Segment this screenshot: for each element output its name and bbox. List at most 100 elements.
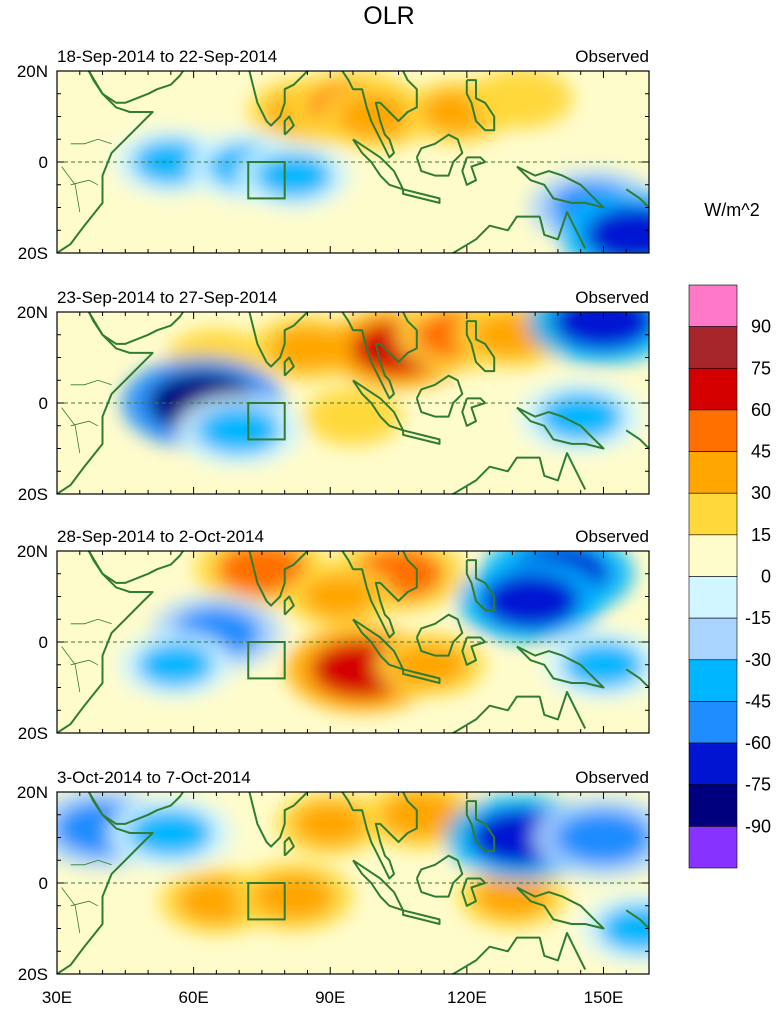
colorbar-swatch: [688, 701, 738, 744]
x-tick-label: 120E: [447, 988, 487, 1007]
coastline-srilanka: [283, 836, 295, 857]
coastline-sulawesi: [461, 877, 487, 907]
country-border: [61, 646, 81, 693]
panel-period: 18-Sep-2014 to 22-Sep-2014: [57, 47, 277, 66]
x-tick-label: 60E: [178, 988, 208, 1007]
country-border: [70, 420, 99, 427]
target-region-box: [247, 641, 286, 680]
coastline-arabia: [88, 792, 185, 825]
coastline-java: [402, 188, 441, 204]
country-border: [70, 379, 112, 386]
colorbar-tick-label: 0: [761, 567, 771, 587]
anomaly-field: [121, 312, 649, 467]
y-tick-label: 0: [39, 874, 48, 893]
coastline-java: [402, 668, 441, 684]
country-border: [61, 166, 81, 213]
country-border: [70, 618, 112, 625]
colorbar-swatch: [688, 826, 738, 869]
coastline-australia: [449, 691, 587, 733]
panel-label: Observed: [575, 768, 649, 787]
colorbar: W/m^2 90 75 60 45 30 15 0 -15 -30 -45 -60 -75 -90: [688, 200, 771, 869]
anomaly-cell: [481, 573, 580, 629]
coastline-india: [248, 792, 418, 880]
anomaly-cell: [381, 792, 462, 838]
coastline-arabia: [88, 312, 185, 345]
anomaly-cell: [337, 94, 415, 139]
anomaly-cell: [475, 875, 549, 919]
y-tick-label: 20S: [18, 724, 48, 743]
colorbar-tick-label: -15: [745, 608, 771, 628]
panel-period: 23-Sep-2014 to 27-Sep-2014: [57, 288, 277, 307]
colorbar-swatch: [688, 534, 738, 577]
coastline-sulawesi: [461, 397, 487, 427]
colorbar-tick-label: 60: [751, 400, 771, 420]
colorbar-swatch: [688, 326, 738, 369]
colorbar-swatch: [688, 451, 738, 494]
coastline-borneo: [415, 133, 464, 177]
colorbar-unit-label: W/m^2: [704, 200, 759, 220]
coastline-borneo: [415, 854, 464, 898]
coastline-sumatra: [352, 859, 405, 912]
coastline-solomon: [625, 909, 649, 930]
coastlines: [57, 792, 649, 974]
map-area: [57, 312, 649, 494]
anomaly-cell: [255, 153, 333, 198]
coastline-sumatra: [352, 618, 405, 671]
panel-label: Observed: [575, 527, 649, 546]
colorbar-swatch: [688, 284, 738, 327]
y-tick-label: 20S: [18, 965, 48, 984]
y-tick-label: 20N: [17, 783, 48, 802]
anomaly-cell: [599, 905, 649, 952]
anomaly-cell: [538, 392, 623, 441]
coastline-arabia: [88, 71, 185, 104]
coastline-srilanka: [283, 115, 295, 136]
coastline-newguinea: [516, 406, 605, 450]
y-tick-label: 20N: [17, 62, 48, 81]
y-tick-label: 0: [39, 394, 48, 413]
coastline-australia: [449, 211, 587, 253]
anomaly-cell: [197, 406, 281, 455]
colorbar-swatch: [688, 492, 738, 536]
colorbar-tick-label: -75: [745, 775, 771, 795]
coastline-srilanka: [283, 595, 295, 616]
map-panel: 18-Sep-2014 to 22-Sep-2014 Observed 20N 0 20…: [17, 47, 650, 263]
coastline-borneo: [415, 374, 464, 418]
country-border: [70, 900, 99, 907]
coastline-sumatra: [352, 138, 405, 191]
anomaly-field: [118, 551, 649, 713]
panel-period: 28-Sep-2014 to 2-Oct-2014: [57, 527, 264, 546]
colorbar-tick-label: -90: [745, 816, 771, 836]
colorbar-swatch: [688, 409, 738, 452]
colorbar-tick-label: -60: [745, 733, 771, 753]
anomaly-cell: [293, 802, 367, 846]
country-border: [70, 179, 99, 186]
y-tick-label: 20N: [17, 303, 48, 322]
panel-label: Observed: [575, 47, 649, 66]
target-region-box: [247, 882, 286, 921]
y-tick-label: 20S: [18, 244, 48, 263]
coastline-phil: [465, 800, 496, 853]
coastline-arabia: [88, 551, 185, 584]
country-border: [61, 887, 81, 934]
coastlines: [57, 71, 649, 253]
coastline-india: [248, 71, 418, 159]
coastline-srilanka: [283, 356, 295, 377]
colorbar-swatch: [688, 659, 738, 702]
coastline-solomon: [625, 668, 649, 689]
colorbar-tick-label: 90: [751, 317, 771, 337]
x-axis: 30E 60E 90E 120E 150E: [42, 988, 623, 1007]
y-tick-label: 20N: [17, 542, 48, 561]
figure-title: OLR: [363, 2, 414, 30]
coastline-borneo: [415, 613, 464, 657]
colorbar-tick-label: -30: [745, 650, 771, 670]
coastline-india: [248, 312, 418, 400]
map-area: [57, 71, 649, 253]
colorbar-tick-label: 45: [751, 442, 771, 462]
coastline-australia: [449, 932, 587, 974]
coastline-sulawesi: [461, 636, 487, 666]
colorbar-swatch: [688, 742, 738, 786]
colorbar-tick-label: 75: [751, 358, 771, 378]
coastline-newguinea: [516, 165, 605, 209]
anomaly-field: [57, 792, 649, 964]
